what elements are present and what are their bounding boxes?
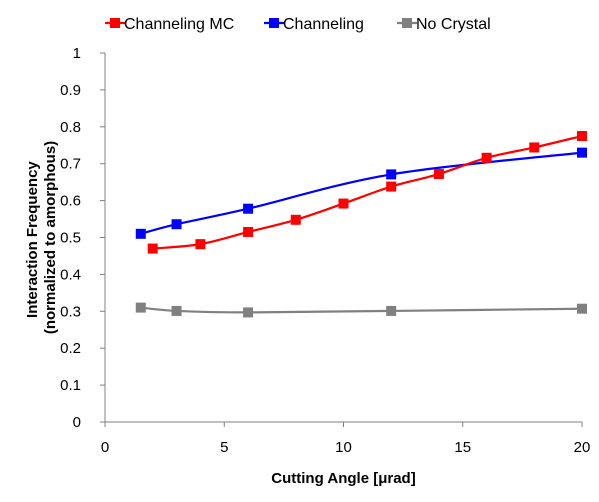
legend-item-channeling-mc: Channeling MC: [105, 16, 234, 33]
data-point-channeling: [386, 169, 397, 180]
y-tick-label: 0.8: [60, 119, 81, 136]
data-point-channeling: [135, 228, 146, 239]
data-point-channeling-mc: [147, 243, 158, 254]
data-point-channeling: [171, 219, 182, 230]
legend: Channeling MC Channeling No Crystal: [105, 16, 491, 33]
series-layer: [135, 131, 587, 318]
legend-item-channeling: Channeling: [264, 16, 364, 33]
y-tick-label: 0.2: [60, 340, 81, 357]
x-tick-label: 0: [101, 439, 109, 456]
data-point-no-crystal: [577, 303, 587, 314]
data-point-channeling-mc: [195, 239, 206, 250]
data-point-channeling-mc: [577, 131, 587, 142]
y-axis-title: Interaction Frequency (normalized to amo…: [24, 141, 59, 334]
y-tick-label: 0.1: [60, 377, 81, 394]
axes: 0 0.1 0.2 0.3 0.4 0.5 0.6 0.7 0.8 0.9 1 0 5 10 15 20: [60, 45, 590, 456]
data-point-channeling-mc: [433, 169, 444, 180]
y-axis-title-line-1: Interaction Frequency: [24, 161, 41, 318]
data-point-channeling-mc: [338, 198, 349, 209]
y-tick-label: 0: [73, 414, 81, 431]
y-tick-label: 0.9: [60, 82, 81, 99]
data-point-channeling-mc: [243, 226, 254, 237]
data-point-channeling-mc: [290, 214, 301, 225]
legend-label-channeling: Channeling: [283, 16, 364, 33]
x-tick-label: 5: [220, 439, 228, 456]
legend-label-channeling-mc: Channeling MC: [124, 16, 234, 33]
legend-item-no-crystal: No Crystal: [397, 16, 491, 33]
series-line-channeling: [140, 151, 583, 235]
data-point-no-crystal: [243, 307, 254, 318]
x-axis-title: Cutting Angle [μrad]: [271, 470, 415, 487]
series-no-crystal: [135, 302, 587, 318]
data-point-channeling: [243, 203, 254, 214]
legend-label-no-crystal: No Crystal: [416, 16, 491, 33]
y-ticks: 0 0.1 0.2 0.3 0.4 0.5 0.6 0.7 0.8 0.9 1: [60, 45, 105, 431]
data-point-channeling: [577, 147, 587, 158]
y-tick-label: 0.6: [60, 193, 81, 210]
y-tick-label: 0.4: [60, 266, 81, 283]
series-channeling-mc: [147, 131, 587, 254]
data-point-no-crystal: [171, 305, 182, 316]
series-channeling: [135, 147, 587, 239]
data-point-channeling-mc: [529, 142, 540, 153]
y-tick-label: 0.3: [60, 303, 81, 320]
series-line-no-crystal: [140, 306, 583, 314]
x-ticks: 0 5 10 15 20: [101, 422, 591, 456]
legend-marker-channeling: [269, 18, 279, 28]
x-tick-label: 20: [574, 439, 591, 456]
data-point-no-crystal: [386, 305, 397, 316]
x-tick-label: 10: [335, 439, 352, 456]
legend-marker-channeling-mc: [110, 18, 120, 28]
x-tick-label: 15: [454, 439, 471, 456]
y-tick-label: 1: [73, 45, 81, 62]
legend-marker-no-crystal: [402, 18, 412, 28]
data-point-no-crystal: [135, 302, 146, 313]
series-line-channeling-mc: [152, 134, 583, 250]
y-axis-title-line-2: (normalized to amorphous): [42, 141, 59, 334]
y-tick-label: 0.5: [60, 230, 81, 247]
y-tick-label: 0.7: [60, 156, 81, 173]
data-point-channeling-mc: [481, 152, 492, 163]
data-point-channeling-mc: [386, 181, 397, 192]
